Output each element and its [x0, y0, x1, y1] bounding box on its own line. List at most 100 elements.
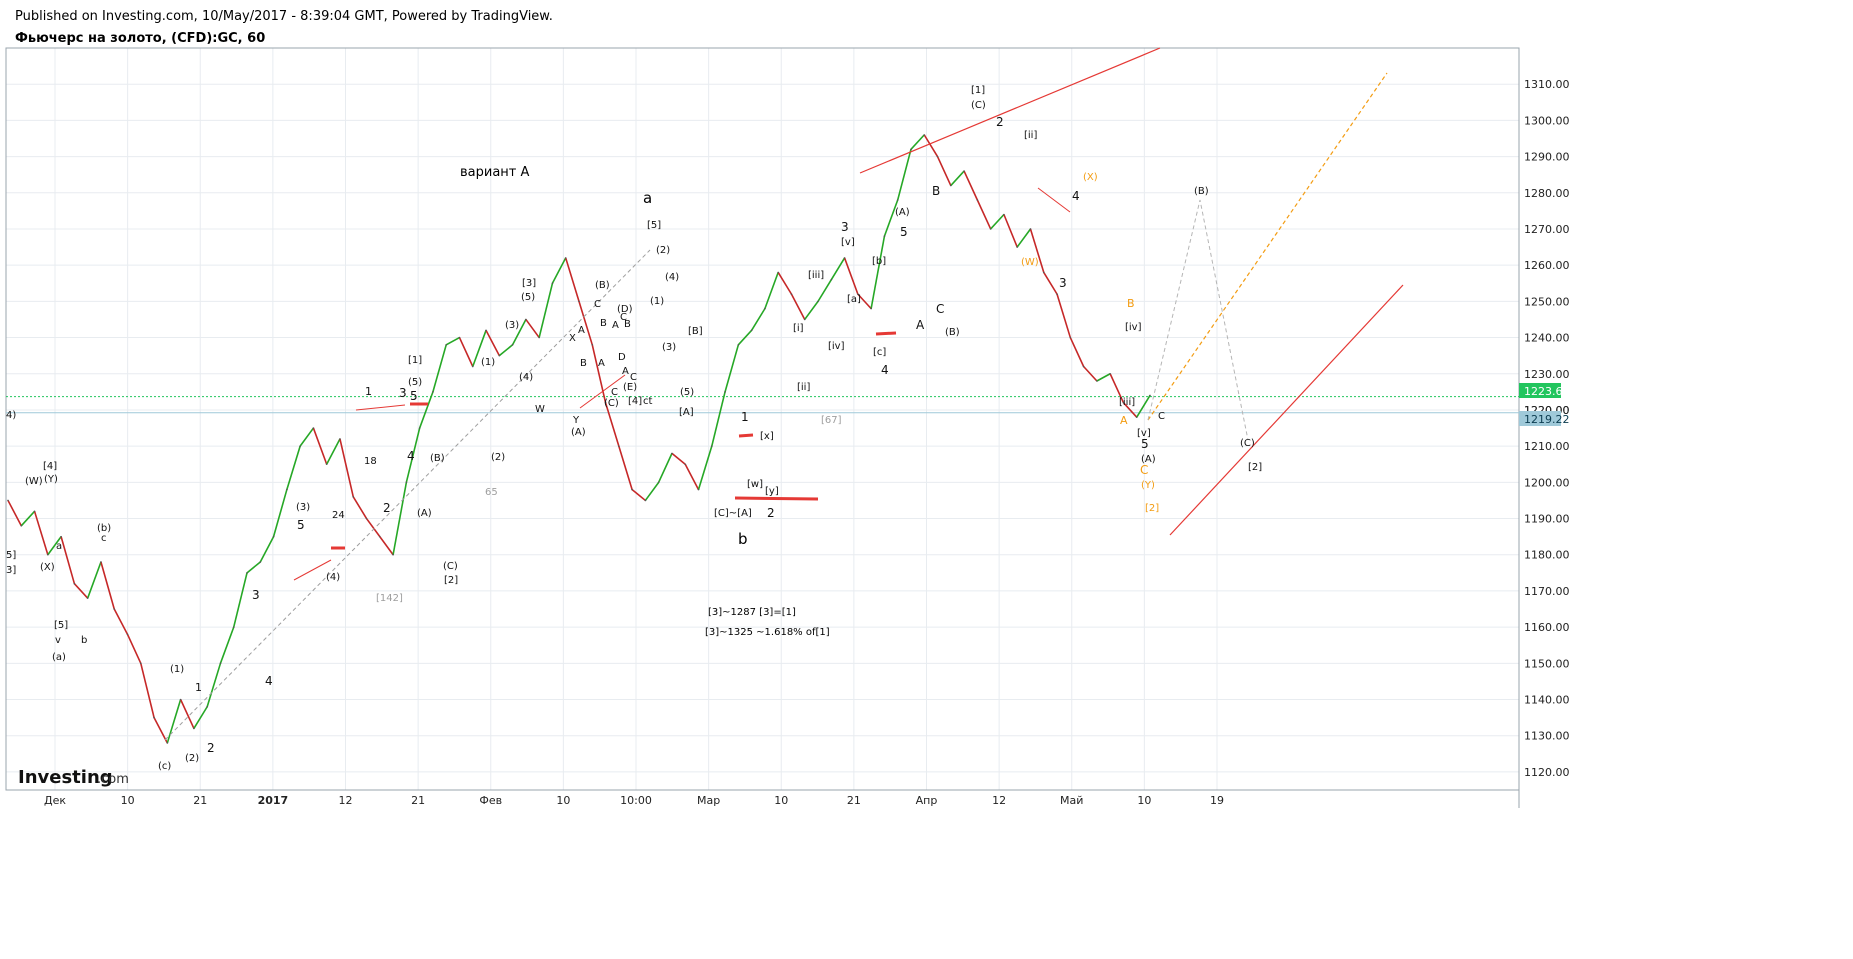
price-segment	[737, 329, 753, 346]
price-segment	[618, 445, 633, 490]
price-segment	[976, 199, 992, 230]
price-point	[126, 633, 129, 636]
svg-text:(W): (W)	[1021, 257, 1039, 268]
price-series	[7, 134, 1151, 744]
price-segment	[857, 293, 872, 310]
price-segment	[47, 536, 62, 556]
price-segment	[684, 463, 700, 490]
svg-text:2: 2	[996, 115, 1004, 129]
price-segment	[657, 453, 673, 483]
price-point	[179, 698, 182, 701]
svg-text:[v]: [v]	[1137, 428, 1151, 439]
red-marker-4	[738, 433, 754, 438]
price-segment	[1016, 228, 1032, 248]
price-segment	[193, 706, 208, 729]
svg-text:(C): (C)	[971, 100, 986, 111]
svg-text:(B): (B)	[945, 327, 960, 338]
price-segment	[990, 213, 1005, 230]
svg-text:(5): (5)	[521, 292, 535, 303]
svg-text:[B]: [B]	[688, 326, 703, 337]
price-segment	[73, 583, 89, 599]
price-segment	[777, 271, 793, 295]
svg-text:[1]: [1]	[971, 85, 985, 96]
svg-text:C: C	[1158, 411, 1165, 422]
price-point	[1003, 213, 1005, 216]
price-tick-label: 1230.00	[1524, 368, 1570, 381]
price-point	[1082, 365, 1085, 368]
svg-text:(4): (4)	[665, 272, 679, 283]
price-tick-label: 1180.00	[1524, 549, 1570, 562]
price-point	[153, 716, 155, 719]
gray-projection-path	[1147, 199, 1249, 441]
price-point	[618, 445, 620, 447]
svg-text:(1): (1)	[481, 357, 495, 368]
price-point	[60, 535, 62, 538]
price-segment	[564, 257, 580, 302]
price-point	[392, 553, 394, 556]
price-point	[989, 228, 992, 230]
price-point	[710, 445, 713, 447]
svg-text:(2): (2)	[491, 452, 505, 463]
price-point	[697, 488, 700, 491]
price-segment	[458, 337, 474, 367]
price-point	[817, 300, 819, 303]
svg-text:[c]: [c]	[873, 347, 886, 358]
svg-text:A: A	[578, 325, 585, 336]
price-segment	[325, 438, 341, 465]
svg-text:Y: Y	[572, 415, 580, 426]
svg-text:(C): (C)	[443, 561, 458, 572]
svg-text:5: 5	[410, 389, 418, 403]
price-segment	[804, 300, 819, 320]
price-segment	[591, 344, 607, 403]
upper-trend-line	[859, 47, 1161, 174]
svg-text:(5): (5)	[680, 387, 694, 398]
price-point	[458, 336, 461, 339]
instrument-title: Фьючерс на золото, (CFD):GC, 60	[15, 31, 266, 46]
svg-text:A: A	[598, 358, 605, 369]
price-segment	[312, 427, 328, 465]
level-price-tag-bg	[1519, 411, 1561, 426]
price-segment	[259, 536, 275, 563]
svg-text:[iii]: [iii]	[1119, 397, 1135, 408]
investing-logo: Investing .com	[18, 767, 129, 788]
price-point	[790, 293, 793, 295]
svg-text:B: B	[580, 358, 587, 369]
price-segment	[206, 663, 222, 707]
price-segment	[179, 699, 195, 729]
svg-text:[5]: [5]	[54, 620, 68, 631]
time-tick-label: 2017	[258, 794, 289, 807]
svg-text:A: A	[622, 366, 629, 377]
price-segment	[100, 561, 116, 610]
price-tick-label: 1290.00	[1524, 151, 1570, 164]
price-point	[684, 463, 687, 466]
price-point	[193, 727, 195, 730]
price-point	[883, 235, 886, 238]
note-2: [3]~1325 ~1.618% of[1]	[705, 627, 830, 638]
price-point	[803, 318, 806, 321]
price-point	[1096, 380, 1098, 382]
price-point	[339, 438, 341, 440]
price-segment	[432, 344, 447, 393]
price-segment	[445, 336, 460, 346]
svg-text:(C): (C)	[604, 398, 619, 409]
price-segment	[405, 427, 421, 483]
price-point	[259, 561, 262, 563]
price-point	[896, 199, 899, 201]
price-point	[644, 499, 647, 502]
svg-text:(A): (A)	[571, 427, 586, 438]
price-tick-label: 1170.00	[1524, 585, 1570, 598]
price-point	[1069, 336, 1072, 339]
svg-text:(3): (3)	[296, 502, 310, 513]
price-segment	[365, 518, 381, 538]
svg-text:(5): (5)	[408, 377, 422, 388]
price-point	[352, 496, 355, 498]
price-point	[657, 481, 660, 484]
svg-text:[y]: [y]	[765, 486, 779, 497]
time-tick-label: 10	[1137, 794, 1151, 807]
wave-a-label: a	[643, 189, 652, 207]
svg-text:(B): (B)	[595, 280, 610, 291]
price-segment	[232, 572, 248, 628]
price-segment	[644, 481, 660, 501]
price-tick-label: 1200.00	[1524, 476, 1570, 489]
